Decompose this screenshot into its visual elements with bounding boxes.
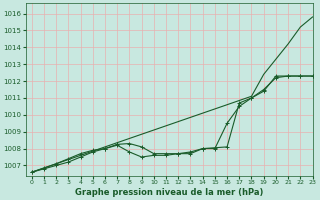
X-axis label: Graphe pression niveau de la mer (hPa): Graphe pression niveau de la mer (hPa) [75,188,263,197]
